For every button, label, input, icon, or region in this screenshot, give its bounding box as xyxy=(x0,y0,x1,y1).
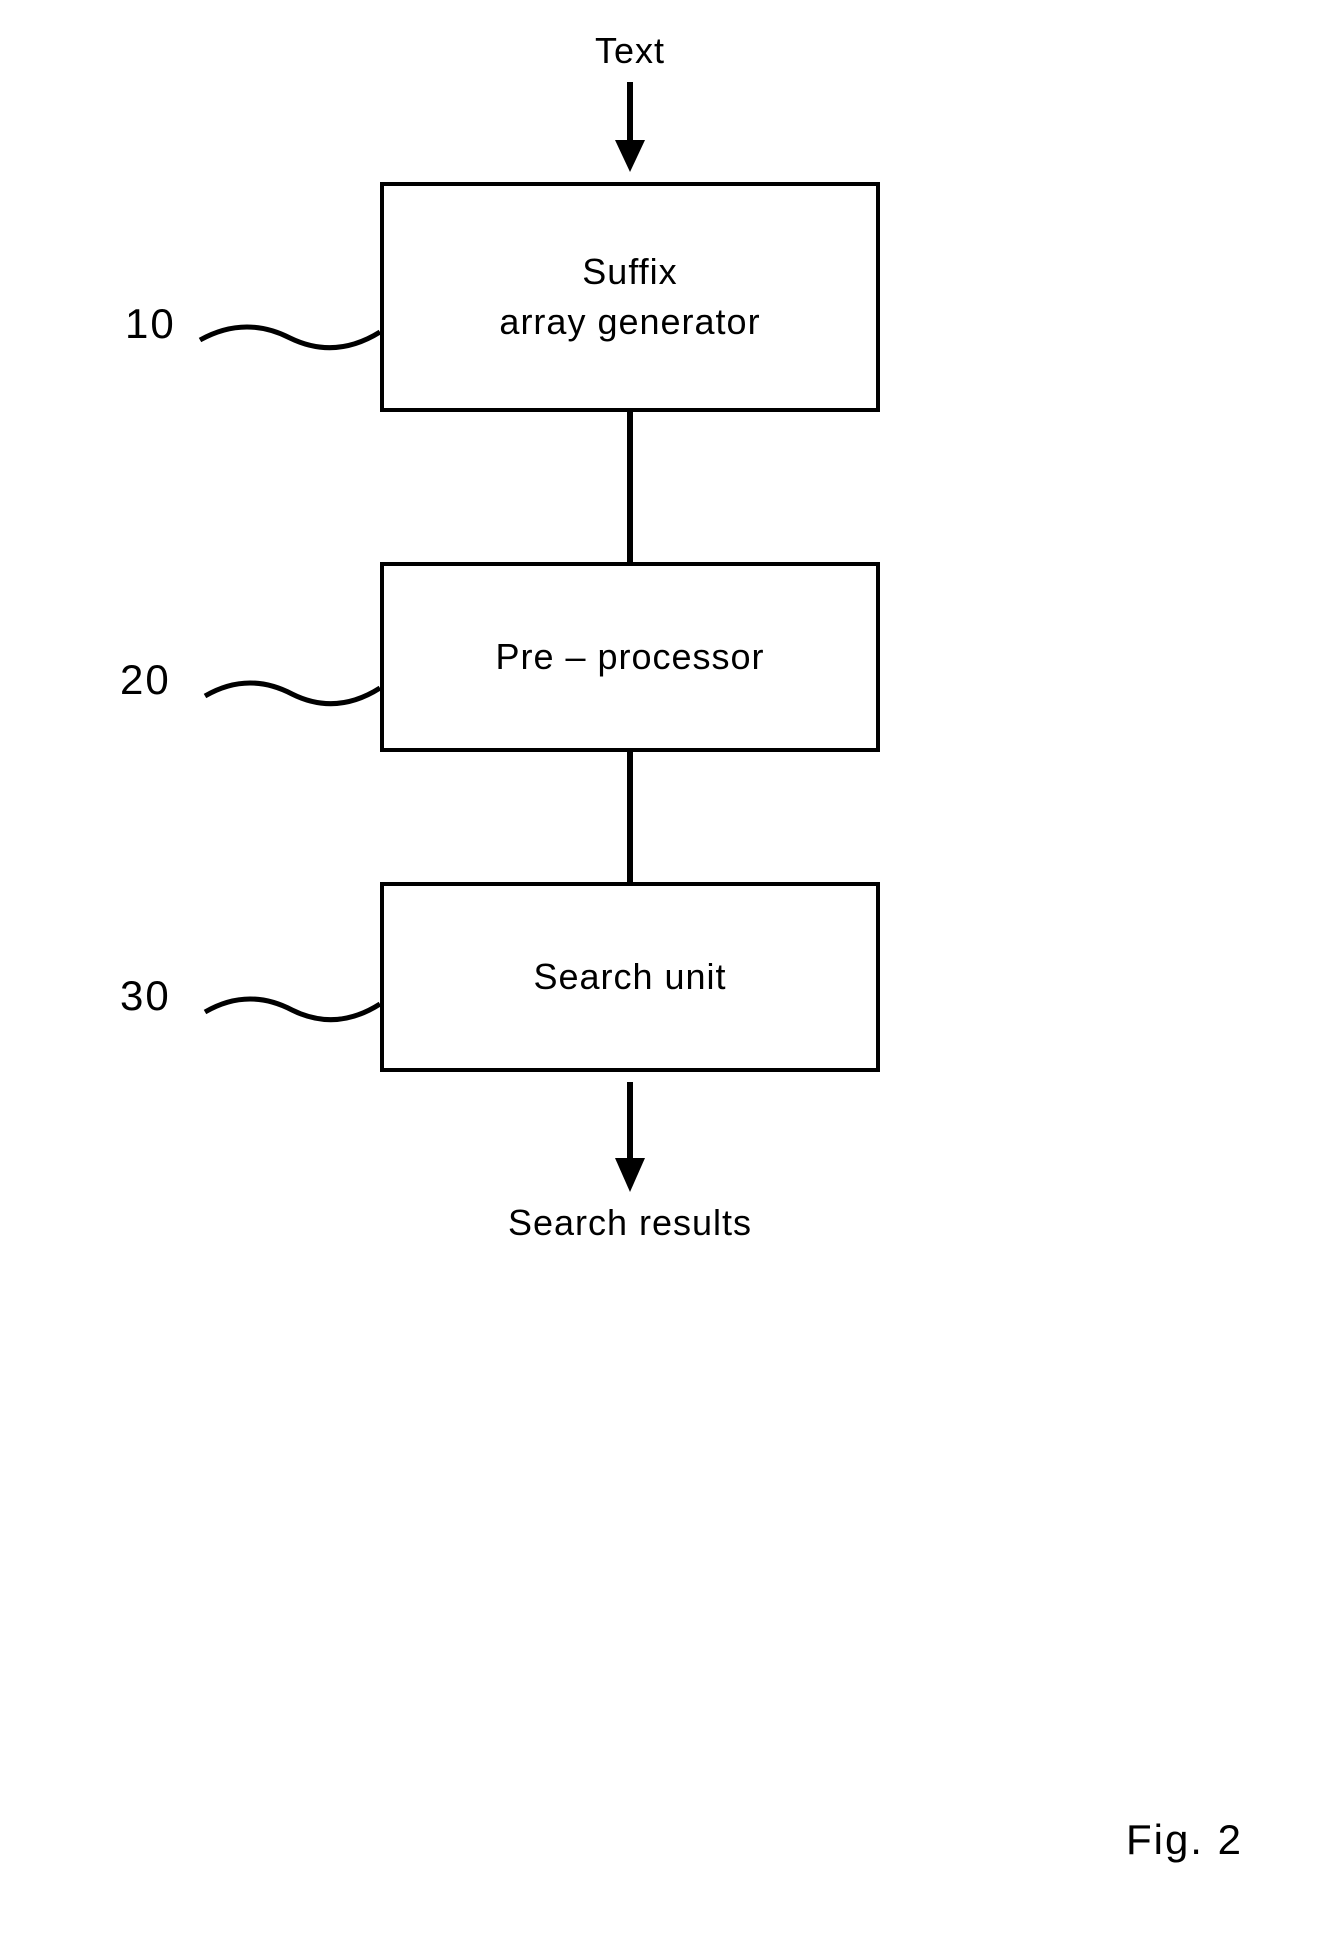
box-label: Pre – processor xyxy=(495,632,764,682)
ref-label-20: 20 xyxy=(120,656,171,704)
ref-label-10: 10 xyxy=(125,300,176,348)
connector-1-2 xyxy=(380,412,880,562)
ref-squiggle-10 xyxy=(195,310,385,365)
ref-squiggle-30 xyxy=(200,982,385,1037)
ref-squiggle-20 xyxy=(200,666,385,721)
input-label: Text xyxy=(380,30,880,72)
arrow-input xyxy=(380,72,880,182)
box-label: Suffixarray generator xyxy=(499,247,760,348)
figure-label: Fig. 2 xyxy=(1126,1816,1243,1864)
arrow-output xyxy=(380,1072,880,1202)
box-suffix-array-generator: Suffixarray generator xyxy=(380,182,880,412)
box-search-unit: Search unit xyxy=(380,882,880,1072)
box-pre-processor: Pre – processor xyxy=(380,562,880,752)
connector-2-3 xyxy=(380,752,880,882)
flowchart-diagram: Text Suffixarray generator 10 Pre – proc… xyxy=(50,30,1050,1244)
box-label: Search unit xyxy=(533,952,726,1002)
ref-label-30: 30 xyxy=(120,972,171,1020)
output-label: Search results xyxy=(380,1202,880,1244)
